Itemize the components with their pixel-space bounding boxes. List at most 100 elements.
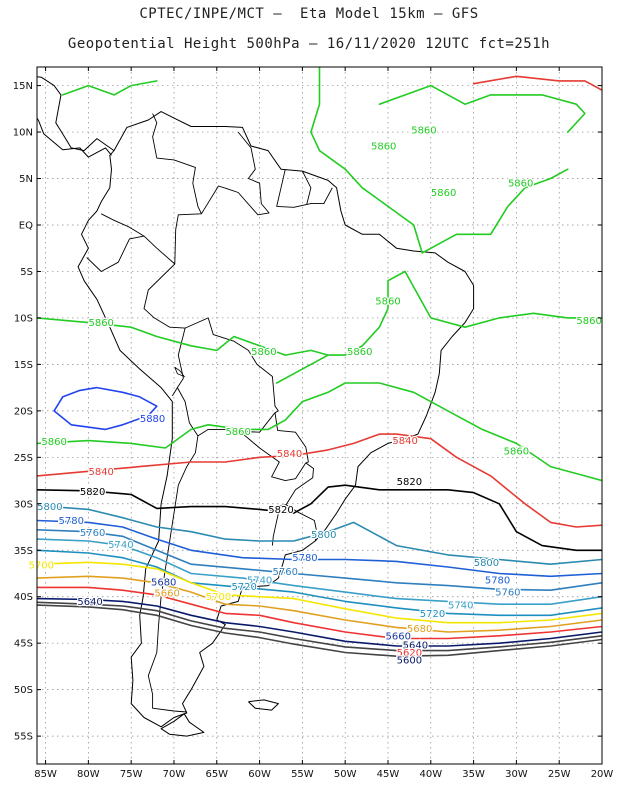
contour-label-5740: 5740 (247, 575, 272, 586)
lon-tick-label: 75W (120, 769, 143, 780)
contour-label-5860: 5860 (504, 446, 529, 457)
contour-label-5840: 5840 (392, 436, 417, 447)
contour-label-5860: 5860 (88, 318, 113, 329)
contour-label-5800: 5800 (37, 502, 62, 513)
chart-title-line-1: CPTEC/INPE/MCT – Eta Model 15km – GFS (139, 6, 479, 22)
longitude-axis: 85W 80W 75W 70W 65W 60W 55W 50W 45W 40W 35W 30W 25W 2… (34, 67, 613, 780)
contour-label-5660: 5660 (386, 631, 411, 642)
contour-5720 (37, 549, 602, 617)
contour-5880 (53, 386, 158, 431)
contour-label-5860: 5860 (251, 347, 276, 358)
latitude-axis: 15N 10N 5N EQ 5S 10S 15S 20S 25S 30S 35S 40S 45S 50S 5… (13, 81, 602, 743)
lat-tick-label: EQ (19, 220, 33, 231)
contour-label-5660: 5660 (154, 589, 179, 600)
contour-label-5780: 5780 (485, 575, 510, 586)
contour-label-5760: 5760 (495, 588, 520, 599)
contour-5740 (37, 538, 602, 605)
contour-5640 (37, 597, 602, 647)
contour-label-5780: 5780 (292, 553, 317, 564)
lat-tick-label: 5S (20, 267, 33, 278)
contour-label-5780: 5780 (59, 516, 84, 527)
lat-tick-label: 40S (14, 592, 33, 603)
lat-tick-label: 10S (14, 313, 33, 324)
contour-5840 (472, 75, 602, 91)
contour-label-layer: 5860 5860 5860 5860 5860 5860 5860 5860 5860 5860… (27, 124, 603, 667)
contour-label-5860: 5860 (576, 316, 601, 327)
contour-5700 (37, 561, 602, 624)
contour-label-5860: 5860 (347, 347, 372, 358)
graticule (37, 67, 602, 764)
contour-layer (37, 67, 602, 657)
contour-label-5600: 5600 (397, 655, 422, 666)
contour-5840 (37, 433, 602, 528)
contour-label-5860: 5860 (431, 188, 456, 199)
lat-tick-label: 45S (14, 639, 33, 650)
contour-label-5680: 5680 (407, 624, 432, 635)
lon-tick-label: 40W (419, 769, 442, 780)
lon-tick-label: 30W (505, 769, 528, 780)
contour-label-5720: 5720 (231, 582, 256, 593)
contour-5860 (37, 270, 602, 356)
contour-5860 (310, 67, 569, 254)
contour-label-5760: 5760 (80, 528, 105, 539)
lon-tick-label: 20W (591, 769, 614, 780)
contour-5620 (37, 601, 602, 652)
contour-5860 (378, 84, 586, 133)
contour-label-5720: 5720 (420, 609, 445, 620)
lat-tick-label: 20S (14, 406, 33, 417)
lon-tick-label: 85W (34, 769, 57, 780)
lon-tick-label: 70W (163, 769, 186, 780)
contour-label-5860: 5860 (375, 297, 400, 308)
lat-tick-label: 5N (19, 174, 33, 185)
lat-tick-label: 25S (14, 453, 33, 464)
lat-tick-label: 30S (14, 499, 33, 510)
contour-5860 (37, 382, 602, 482)
lon-tick-label: 65W (205, 769, 228, 780)
contour-label-5860: 5860 (411, 126, 436, 137)
coastline-tierra-del-fuego (160, 713, 205, 737)
contour-5660 (37, 586, 602, 640)
contour-label-5740: 5740 (108, 540, 133, 551)
country-border (86, 235, 145, 272)
country-border (143, 263, 186, 397)
contour-label-5820: 5820 (397, 477, 422, 488)
country-border (301, 170, 312, 205)
contour-label-5800: 5800 (311, 530, 336, 541)
country-border (177, 317, 279, 437)
contour-label-5840: 5840 (277, 449, 302, 460)
lon-tick-label: 25W (548, 769, 571, 780)
country-border (276, 169, 333, 208)
contour-5860 (61, 80, 158, 96)
lon-tick-label: 60W (248, 769, 271, 780)
chart-title-line-2: Geopotential Height 500hPa – 16/11/2020 … (67, 36, 551, 52)
contour-5860 (275, 354, 329, 384)
contour-label-5820: 5820 (268, 505, 293, 516)
contour-5760 (37, 529, 602, 591)
contour-label-5860: 5860 (41, 437, 66, 448)
lon-tick-label: 45W (377, 769, 400, 780)
lat-tick-label: 15S (14, 360, 33, 371)
lat-tick-label: 15N (13, 81, 33, 92)
coastline-central-america-pacific (37, 117, 112, 158)
contour-label-5860: 5860 (508, 179, 533, 190)
contour-label-5820: 5820 (80, 487, 105, 498)
lon-tick-label: 55W (291, 769, 314, 780)
coastline-galapagos (0, 228, 7, 235)
coastline-layer (0, 52, 475, 737)
lon-tick-label: 50W (334, 769, 357, 780)
contour-label-5800: 5800 (474, 558, 499, 569)
contour-label-5840: 5840 (88, 467, 113, 478)
contour-label-5860: 5860 (371, 141, 396, 152)
lat-tick-label: 55S (14, 732, 33, 743)
contour-5680 (37, 575, 602, 633)
contour-5780 (37, 519, 602, 578)
coastline-caribbean-coast (148, 52, 188, 60)
lon-tick-label: 80W (77, 769, 100, 780)
contour-label-5740: 5740 (448, 601, 473, 612)
coastline-falklands (248, 699, 279, 711)
contour-label-5700: 5700 (206, 592, 231, 603)
lat-tick-label: 10N (13, 128, 33, 139)
country-border (239, 412, 309, 482)
contour-label-5640: 5640 (77, 597, 102, 608)
